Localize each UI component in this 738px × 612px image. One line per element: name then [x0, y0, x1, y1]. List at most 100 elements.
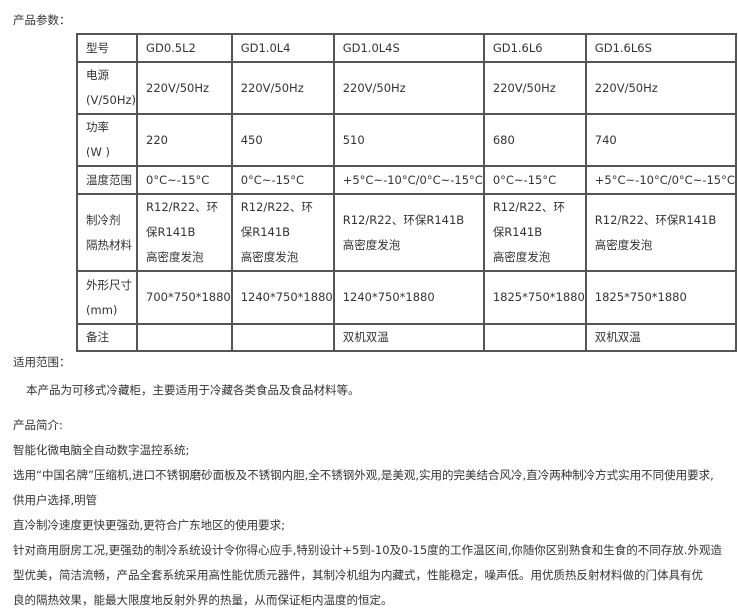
table-row: 外形尺寸 (mm) 700*750*1880 1240*750*1880 1240*75…	[75, 270, 737, 325]
cell-text: 220	[146, 132, 168, 147]
row-label: 备注	[75, 323, 139, 352]
row-label: 型号	[75, 33, 139, 63]
intro-line: 智能化微电脑全自动数字温控系统;	[13, 443, 190, 457]
table-cell: R12/R22、环保R141B 高密度发泡	[136, 193, 233, 272]
table-cell: 510	[332, 113, 485, 167]
intro-line: 良的隔热效果，能最大限度地反射外界的热量，从而保证柜内温度的恒定。	[13, 593, 393, 607]
row-label-line: (V/50Hz)	[86, 93, 137, 107]
cell-text: R12/R22、环保R141B	[594, 212, 717, 227]
table-cell	[230, 323, 335, 352]
table-row: 功率 (W ) 220 450 510 680 740	[75, 113, 737, 167]
table-cell: 1825*750*1880	[482, 270, 587, 325]
cell-text: 0°C~-15°C	[146, 172, 210, 187]
cell-text: R12/R22、环	[146, 200, 219, 214]
row-label-line: 制冷剂	[86, 212, 121, 227]
table-cell: 0°C~-15°C	[482, 165, 587, 195]
row-label-line: 隔热材料	[86, 237, 132, 252]
cell-text: +5°C~-10°C/0°C~-15°C	[342, 172, 483, 187]
row-label-line: 电源	[86, 68, 109, 82]
table-cell: GD1.0L4S	[332, 33, 485, 63]
cell-text: 220V/50Hz	[594, 80, 658, 95]
table-cell: GD1.0L4	[230, 33, 335, 63]
table-cell: 220V/50Hz	[136, 61, 233, 115]
cell-text: 700*750*1880	[146, 290, 231, 304]
cell-text: 740	[594, 132, 617, 147]
scope-heading: 适用范围：	[13, 355, 71, 369]
cell-text: GD1.0L4	[240, 40, 291, 55]
cell-text: 1825*750*1880	[594, 290, 687, 304]
cell-text: 保R141B	[240, 225, 291, 239]
cell-text: 双机双温	[342, 330, 389, 344]
cell-text: 双机双温	[594, 330, 641, 344]
table-cell: 1240*750*1880	[230, 270, 335, 325]
cell-text: 高密度发泡	[492, 250, 551, 264]
cell-text: 220V/50Hz	[146, 80, 210, 95]
table-cell: 1825*750*1880	[584, 270, 737, 325]
table-cell: R12/R22、环保R141B 高密度发泡	[482, 193, 587, 272]
cell-text: 220V/50Hz	[492, 80, 556, 95]
cell-text: +5°C~-10°C/0°C~-15°C	[594, 172, 735, 187]
table-cell	[482, 323, 587, 352]
table-cell: 双机双温	[584, 323, 737, 352]
row-label-line: (W )	[86, 145, 110, 159]
intro-line: 针对商用厨房工况,更强劲的制冷系统设计令你得心应手,特别设计+5到-10及0-1…	[13, 543, 722, 557]
table-cell: R12/R22、环保R141B 高密度发泡	[230, 193, 335, 272]
row-label: 电源 (V/50Hz)	[75, 61, 139, 115]
table-cell: +5°C~-10°C/0°C~-15°C	[584, 165, 737, 195]
cell-text: 高密度发泡	[342, 237, 401, 252]
row-label-line: 外形尺寸	[86, 277, 132, 292]
table-cell: 450	[230, 113, 335, 167]
table-cell: 0°C~-15°C	[136, 165, 233, 195]
row-label: 外形尺寸 (mm)	[75, 270, 139, 325]
row-label: 功率 (W )	[75, 113, 139, 167]
intro-line: 直冷制冷速度更快更强劲,更符合广东地区的使用要求;	[13, 518, 286, 532]
cell-text: 保R141B	[146, 225, 196, 239]
table-cell: 双机双温	[332, 323, 485, 352]
table-cell: 680	[482, 113, 587, 167]
table-cell: 220	[136, 113, 233, 167]
table-cell: R12/R22、环保R141B 高密度发泡	[332, 193, 485, 272]
table-cell: 220V/50Hz	[482, 61, 587, 115]
table-cell: 0°C~-15°C	[230, 165, 335, 195]
cell-text: 450	[240, 132, 263, 147]
cell-text: GD0.5L2	[146, 40, 196, 55]
table-row: 型号 GD0.5L2 GD1.0L4 GD1.0L4S GD1.6L6 GD1.6L6S	[75, 33, 737, 63]
row-label: 温度范围	[75, 165, 139, 195]
cell-text: R12/R22、环保R141B	[342, 212, 465, 227]
cell-text: GD1.6L6	[492, 40, 543, 55]
cell-text: R12/R22、环	[492, 200, 565, 214]
cell-text: 680	[492, 132, 515, 147]
cell-text: GD1.6L6S	[594, 40, 652, 55]
table-cell: 220V/50Hz	[332, 61, 485, 115]
intro-line: 型优美，简洁流畅，产品全套系统采用高性能优质元器件，其制冷机组为内藏式，性能稳定…	[13, 568, 703, 582]
table-cell: GD0.5L2	[136, 33, 233, 63]
row-label-line: (mm)	[86, 302, 118, 317]
table-row: 电源 (V/50Hz) 220V/50Hz 220V/50Hz 220V/50Hz 220…	[75, 61, 737, 115]
cell-text: 高密度发泡	[146, 250, 204, 264]
cell-text: 220V/50Hz	[240, 80, 304, 95]
table-row: 备注 双机双温 双机双温	[75, 323, 737, 352]
scope-text: 本产品为可移式冷藏柜，主要适用于冷藏各类食品及食品材料等。	[26, 383, 360, 397]
cell-text: R12/R22、环	[240, 200, 313, 214]
row-label-line: 型号	[86, 40, 109, 55]
intro-heading: 产品简介:	[13, 418, 63, 432]
row-label-line: 备注	[86, 330, 109, 344]
intro-line: 选用“中国名牌”压缩机,进口不锈钢磨砂面板及不锈钢内胆,全不锈钢外观,是美观,实…	[13, 468, 714, 482]
spec-table: 型号 GD0.5L2 GD1.0L4 GD1.0L4S GD1.6L6 GD1.6L6S 电…	[75, 33, 737, 352]
intro-line: 供用户选择,明管	[13, 493, 98, 507]
table-cell: 700*750*1880	[136, 270, 233, 325]
cell-text: 1240*750*1880	[240, 290, 333, 304]
table-cell: 220V/50Hz	[230, 61, 335, 115]
table-cell: 220V/50Hz	[584, 61, 737, 115]
params-heading: 产品参数：	[13, 13, 71, 27]
table-row: 制冷剂 隔热材料 R12/R22、环 保R141B 高密度发泡 R12/R22、环 保R14…	[75, 193, 737, 272]
cell-text: 高密度发泡	[594, 237, 653, 252]
table-cell: R12/R22、环保R141B 高密度发泡	[584, 193, 737, 272]
table-cell: 1240*750*1880	[332, 270, 485, 325]
cell-text: 1240*750*1880	[342, 290, 435, 304]
cell-text: 220V/50Hz	[342, 80, 406, 95]
cell-text: GD1.0L4S	[342, 40, 400, 55]
cell-text: 保R141B	[492, 225, 543, 239]
table-cell: GD1.6L6S	[584, 33, 737, 63]
row-label-line: 温度范围	[86, 172, 132, 187]
